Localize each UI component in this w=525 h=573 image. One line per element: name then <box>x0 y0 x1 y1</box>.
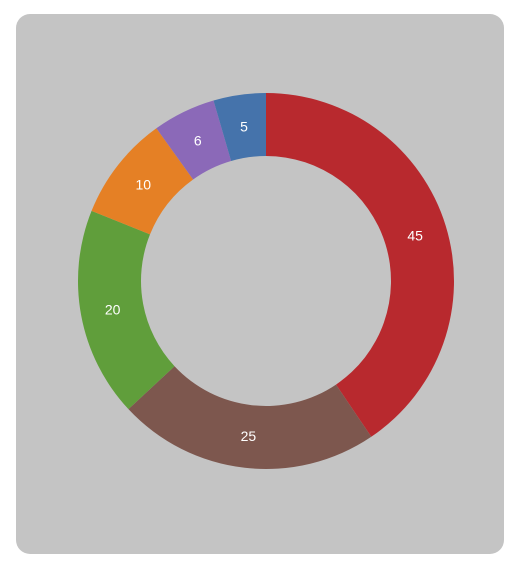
slice-label-6: 6 <box>194 133 202 149</box>
slice-10 <box>91 128 194 235</box>
slice-6 <box>156 100 232 180</box>
slice-label-25: 25 <box>241 428 257 444</box>
slice-45 <box>266 93 454 437</box>
slice-label-45: 45 <box>407 227 423 243</box>
slice-label-10: 10 <box>135 177 151 193</box>
slice-25 <box>128 366 372 470</box>
slice-20 <box>78 210 175 410</box>
slice-label-5: 5 <box>240 119 248 135</box>
donut-slices <box>78 93 454 470</box>
donut-labels: 45 25 20 10 6 5 <box>105 119 423 444</box>
slice-5 <box>213 93 266 161</box>
slice-label-20: 20 <box>105 302 121 318</box>
